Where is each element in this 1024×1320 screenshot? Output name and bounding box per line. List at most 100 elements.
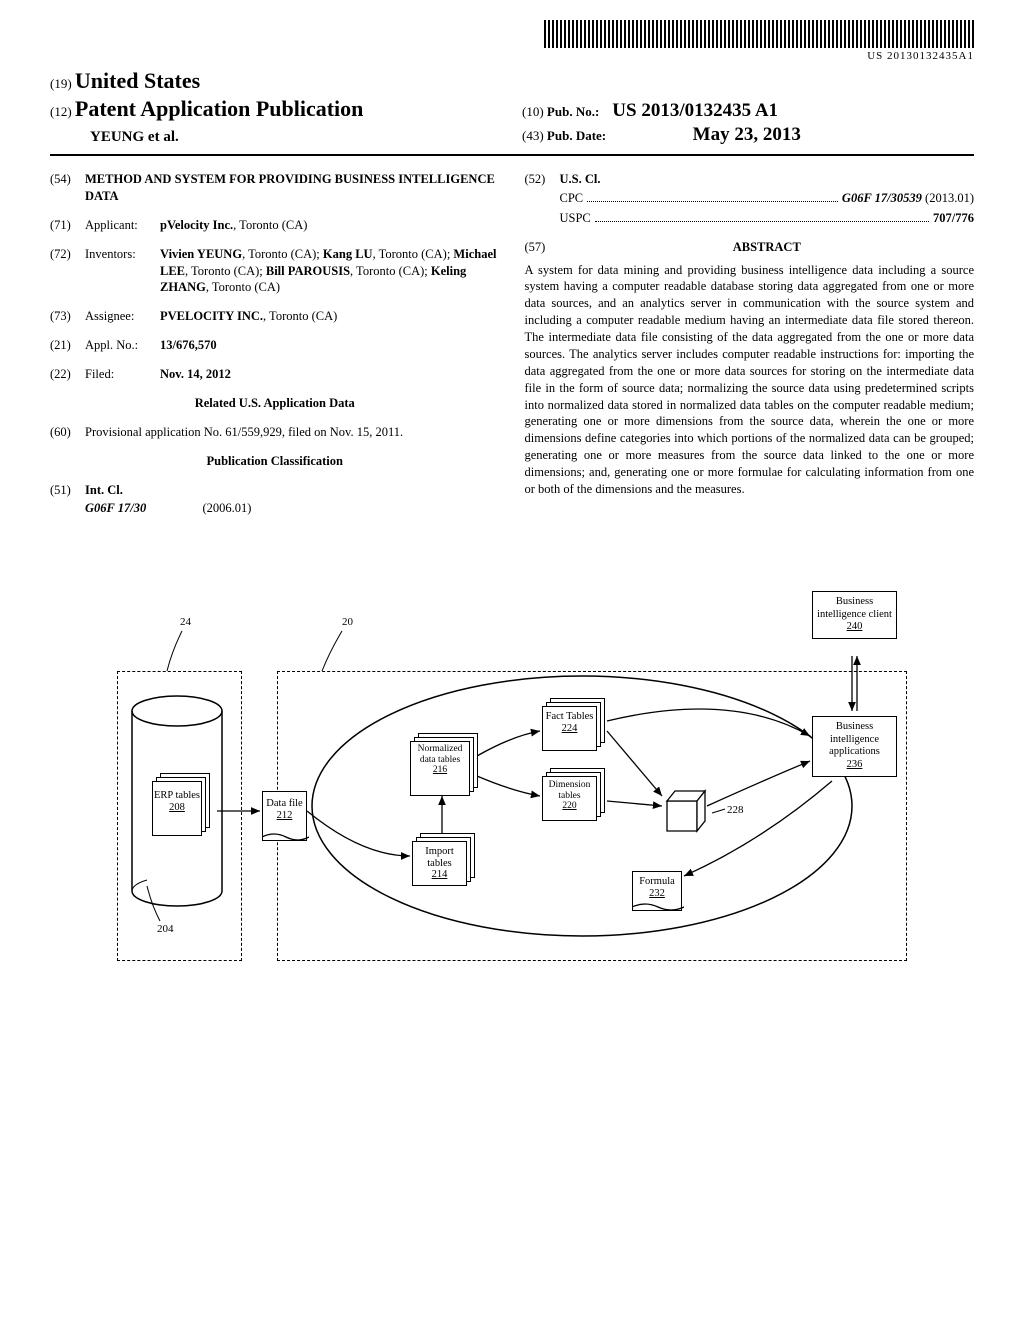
fact-label: Fact Tables — [546, 711, 594, 722]
barcode: US 20130132435A1 — [544, 20, 974, 62]
bi-client-label: Business intelligence client — [817, 596, 892, 620]
inventor-line: YEUNG et al. — [90, 129, 502, 146]
intcl-code: (51) — [50, 482, 85, 499]
applicant-field: (71) Applicant: pVelocity Inc., Toronto … — [50, 217, 500, 234]
cpc-row: CPC G06F 17/30539 (2013.01) — [560, 190, 975, 207]
callout-204: 204 — [157, 923, 174, 935]
data-file-doc: Data file 212 — [262, 791, 307, 841]
formula-num: 232 — [649, 888, 665, 899]
data-file-num: 212 — [277, 810, 293, 821]
assignee-field: (73) Assignee: PVELOCITY INC., Toronto (… — [50, 308, 500, 325]
dim-label: Dimension tables — [549, 780, 591, 800]
norm-label: Normalized data tables — [418, 744, 463, 764]
cpc-label: CPC — [560, 190, 584, 207]
uscl-label: U.S. Cl. — [560, 171, 975, 188]
filed-field: (22) Filed: Nov. 14, 2012 — [50, 366, 500, 383]
uscl-field: (52) U.S. Cl. — [525, 171, 975, 188]
barcode-text: US 20130132435A1 — [544, 50, 974, 62]
abstract-text: A system for data mining and providing b… — [525, 262, 975, 498]
bi-client-box: Business intelligence client 240 — [812, 591, 897, 639]
filed-value: Nov. 14, 2012 — [160, 366, 500, 383]
header-row-2: (12) Patent Application Publication (10)… — [50, 96, 974, 122]
intcl-field: (51) Int. Cl. — [50, 482, 500, 499]
import-num: 214 — [432, 869, 448, 880]
dotted-fill — [595, 212, 929, 222]
country: United States — [75, 68, 200, 93]
fact-num: 224 — [562, 723, 578, 734]
right-column: (52) U.S. Cl. CPC G06F 17/30539 (2013.01… — [525, 171, 975, 521]
erp-label: ERP tables — [154, 790, 200, 801]
bibliographic-columns: (54) METHOD AND SYSTEM FOR PROVIDING BUS… — [50, 171, 974, 521]
erp-num: 208 — [169, 802, 185, 813]
assignee-name: PVELOCITY INC. — [160, 309, 263, 323]
title-field: (54) METHOD AND SYSTEM FOR PROVIDING BUS… — [50, 171, 500, 205]
filed-code: (22) — [50, 366, 85, 383]
appl-value: 13/676,570 — [160, 337, 500, 354]
left-column: (54) METHOD AND SYSTEM FOR PROVIDING BUS… — [50, 171, 500, 521]
assignee-location: , Toronto (CA) — [263, 309, 337, 323]
intcl-value-row: G06F 17/30 (2006.01) — [85, 500, 500, 517]
bi-app-box: Business intelligence applications 236 — [812, 716, 897, 776]
pub-no-label: Pub. No.: — [547, 104, 599, 119]
bi-app-num: 236 — [847, 759, 863, 770]
uspc-row: USPC 707/776 — [560, 210, 975, 227]
barcode-area: US 20130132435A1 — [50, 20, 974, 63]
callout-228: 228 — [727, 804, 744, 816]
intcl-class: G06F 17/30 — [85, 501, 146, 515]
appl-no-field: (21) Appl. No.: 13/676,570 — [50, 337, 500, 354]
header-row-3: YEUNG et al. (43) Pub. Date: May 23, 201… — [50, 124, 974, 146]
classification-heading: Publication Classification — [50, 453, 500, 470]
related-heading: Related U.S. Application Data — [50, 395, 500, 412]
applicant-code: (71) — [50, 217, 85, 234]
appl-label: Appl. No.: — [85, 337, 160, 354]
data-file-label: Data file — [266, 798, 302, 809]
inventors-code: (72) — [50, 246, 85, 297]
inventors-label: Inventors: — [85, 246, 160, 297]
uspc-value: 707/776 — [933, 210, 974, 227]
intcl-label: Int. Cl. — [85, 482, 500, 499]
provisional-text: Provisional application No. 61/559,929, … — [85, 424, 500, 441]
callout-20: 20 — [342, 616, 353, 628]
uscl-code: (52) — [525, 171, 560, 188]
provisional-field: (60) Provisional application No. 61/559,… — [50, 424, 500, 441]
pub-title: Patent Application Publication — [75, 96, 363, 121]
bi-client-num: 240 — [847, 621, 863, 632]
fact-docs: Fact Tables 224 — [542, 706, 597, 751]
bi-app-label: Business intelligence applications — [829, 721, 880, 757]
applicant-location: , Toronto (CA) — [233, 218, 307, 232]
system-diagram: 24 20 204 228 Business intelligence clie… — [112, 581, 912, 1041]
pub-date-label: Pub. Date: — [547, 128, 606, 143]
assignee-label: Assignee: — [85, 308, 160, 325]
import-docs: Import tables 214 — [412, 841, 467, 886]
applicant-value: pVelocity Inc., Toronto (CA) — [160, 217, 500, 234]
patent-title: METHOD AND SYSTEM FOR PROVIDING BUSINESS… — [85, 171, 500, 205]
cpc-date: (2013.01) — [925, 190, 974, 207]
pub-no-value: US 2013/0132435 A1 — [612, 100, 778, 121]
formula-label: Formula — [639, 876, 675, 887]
pub-title-prefix: (12) — [50, 104, 72, 119]
cpc-value: G06F 17/30539 — [842, 190, 922, 207]
assignee-value: PVELOCITY INC., Toronto (CA) — [160, 308, 500, 325]
title-code: (54) — [50, 171, 85, 205]
header-divider — [50, 154, 974, 156]
uspc-label: USPC — [560, 210, 591, 227]
country-prefix: (19) — [50, 76, 72, 91]
appl-code: (21) — [50, 337, 85, 354]
inventors-field: (72) Inventors: Vivien YEUNG, Toronto (C… — [50, 246, 500, 297]
import-label: Import tables — [425, 846, 454, 869]
dim-num: 220 — [562, 801, 576, 811]
abstract-heading: ABSTRACT — [560, 239, 975, 256]
norm-num: 216 — [433, 765, 447, 775]
intcl-date: (2006.01) — [203, 501, 252, 515]
abstract-code: (57) — [525, 239, 560, 262]
inventors-value: Vivien YEUNG, Toronto (CA); Kang LU, Tor… — [160, 246, 500, 297]
applicant-label: Applicant: — [85, 217, 160, 234]
pub-date-value: May 23, 2013 — [693, 124, 801, 145]
abstract-heading-row: (57) ABSTRACT — [525, 239, 975, 262]
header-row-1: (19) United States — [50, 68, 974, 94]
filed-label: Filed: — [85, 366, 160, 383]
provisional-code: (60) — [50, 424, 85, 441]
pub-no-prefix: (10) — [522, 104, 544, 119]
callout-24: 24 — [180, 616, 191, 628]
barcode-lines — [544, 20, 974, 48]
